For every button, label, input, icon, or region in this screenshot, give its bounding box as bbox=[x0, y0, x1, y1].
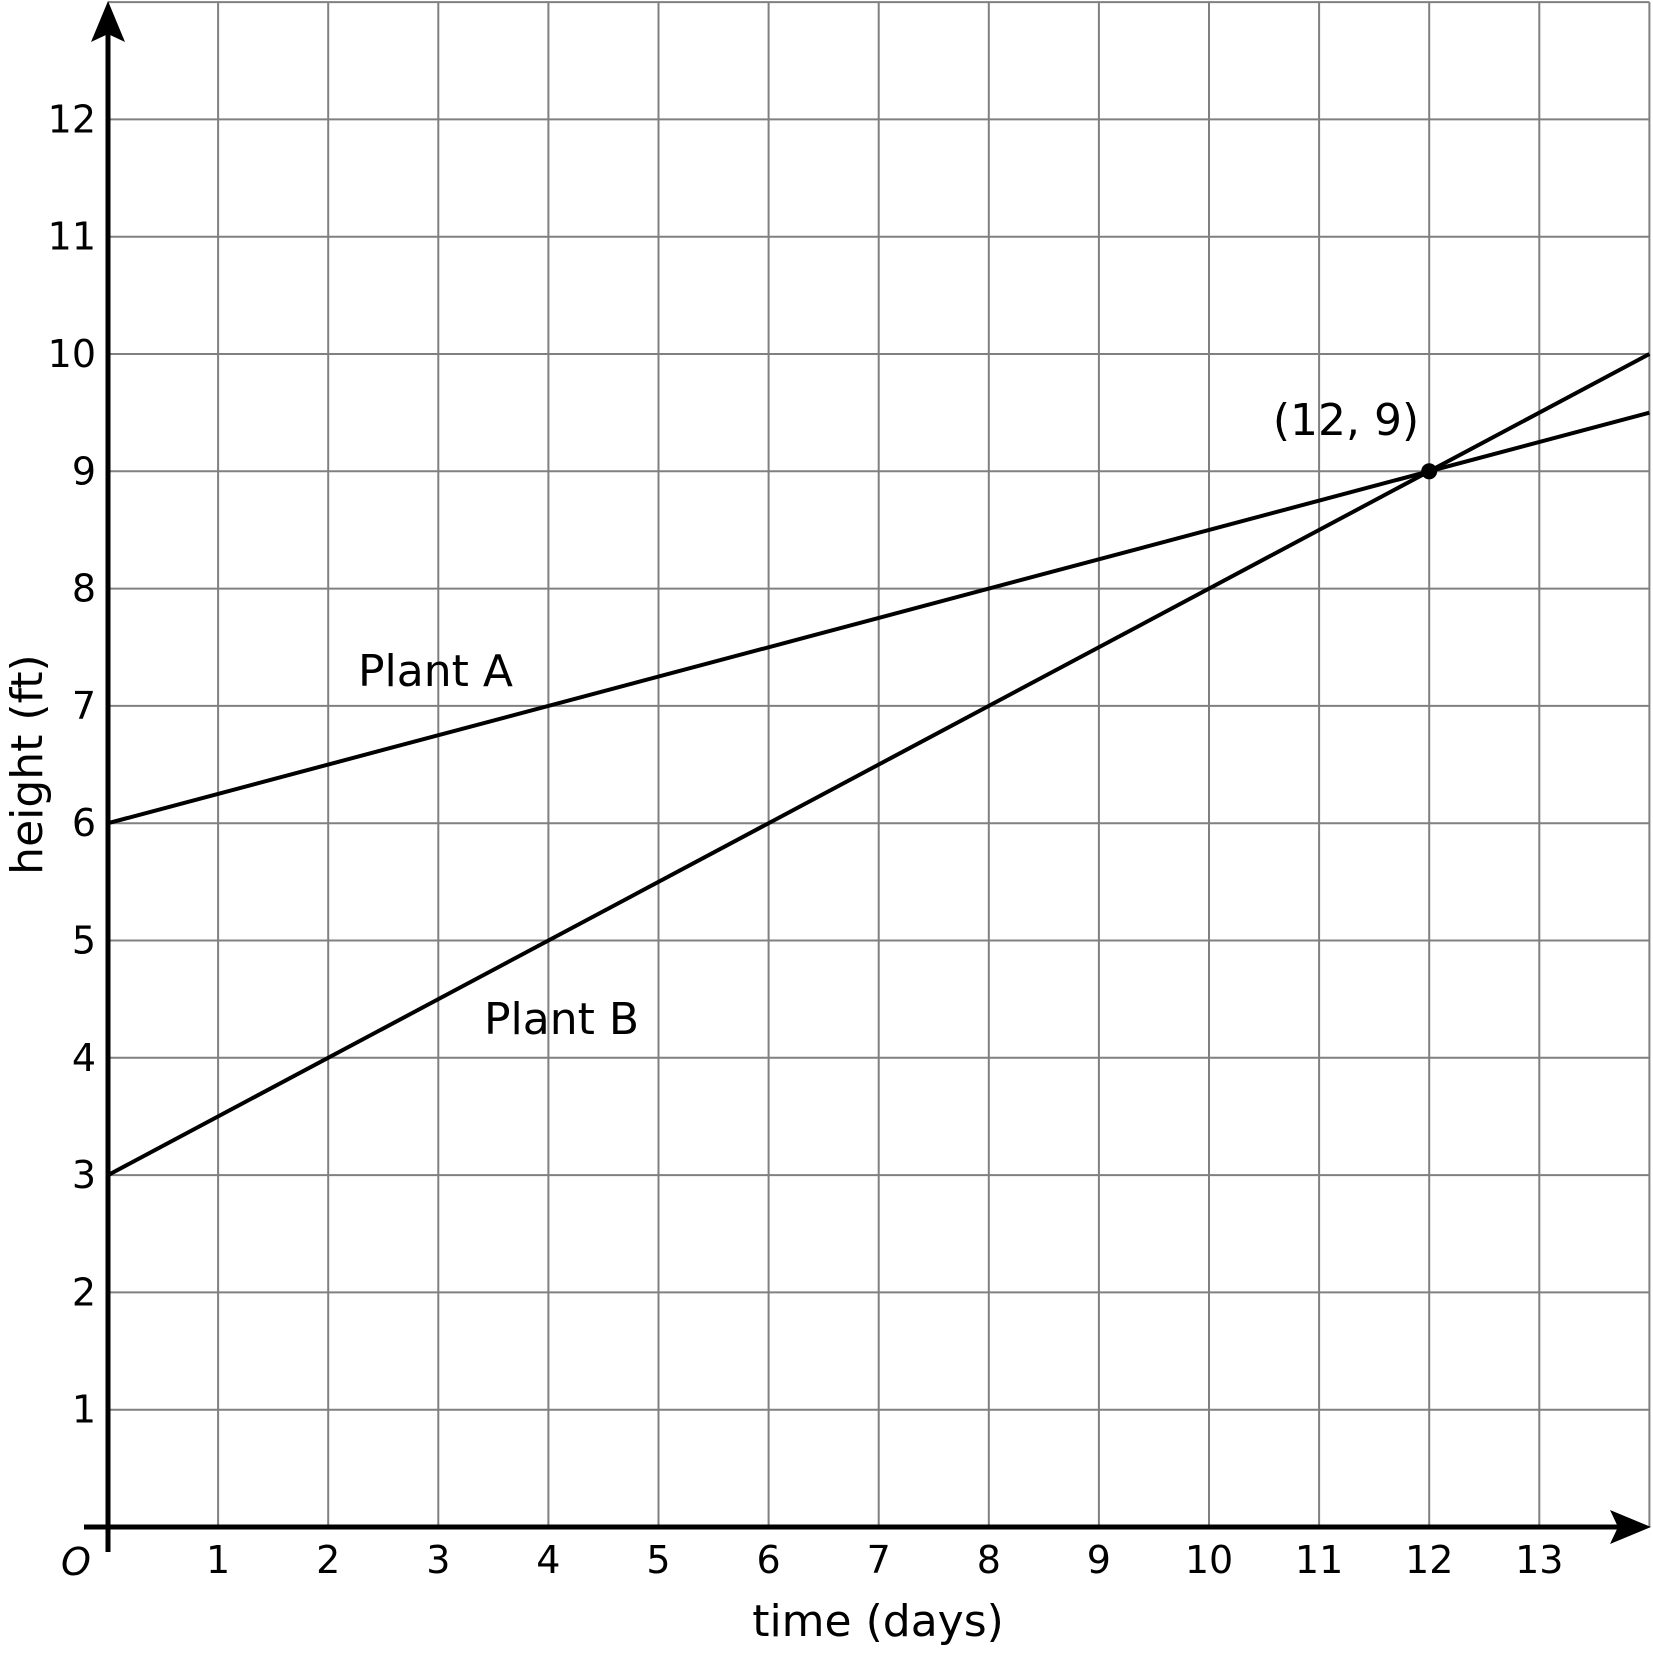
x-tick-label: 8 bbox=[977, 1538, 1001, 1582]
series-line-plant-a bbox=[107, 410, 1650, 826]
x-tick-label: 2 bbox=[316, 1538, 340, 1582]
x-tick-label: 5 bbox=[646, 1538, 670, 1582]
y-tick-label: 4 bbox=[72, 1036, 96, 1080]
y-tick-label: 9 bbox=[72, 449, 96, 493]
x-tick-label: 7 bbox=[867, 1538, 891, 1582]
x-axis-label: time (days) bbox=[752, 1596, 1004, 1647]
series-label-plant-a: Plant A bbox=[358, 646, 513, 697]
x-tick-label: 9 bbox=[1087, 1538, 1111, 1582]
y-tick-label: 6 bbox=[72, 801, 96, 845]
x-tick-label: 10 bbox=[1185, 1538, 1233, 1582]
intersection-label: (12, 9) bbox=[1273, 395, 1419, 446]
y-tick-label: 2 bbox=[72, 1270, 96, 1314]
y-tick-label: 12 bbox=[48, 97, 96, 141]
x-tick-label: 4 bbox=[536, 1538, 560, 1582]
x-tick-label: 11 bbox=[1295, 1538, 1343, 1582]
y-axis-label: height (ft) bbox=[2, 654, 53, 875]
intersection-point bbox=[1421, 463, 1438, 480]
x-tick-label: 13 bbox=[1515, 1538, 1563, 1582]
y-tick-label: 7 bbox=[72, 684, 96, 728]
series-label-plant-b: Plant B bbox=[484, 994, 639, 1045]
series-lines bbox=[107, 352, 1651, 1177]
series-line-plant-b bbox=[107, 352, 1651, 1177]
y-axis-arrow bbox=[91, 1, 125, 42]
origin-label: O bbox=[61, 1540, 91, 1584]
y-tick-label: 5 bbox=[72, 919, 96, 963]
y-tick-label: 1 bbox=[72, 1388, 96, 1432]
y-tick-label: 11 bbox=[48, 215, 96, 259]
x-axis-arrow bbox=[1610, 1510, 1651, 1544]
x-tick-label: 1 bbox=[206, 1538, 230, 1582]
x-tick-label: 6 bbox=[757, 1538, 781, 1582]
axes bbox=[84, 1, 1651, 1552]
y-tick-label: 10 bbox=[48, 332, 96, 376]
x-tick-label: 12 bbox=[1405, 1538, 1453, 1582]
y-tick-label: 8 bbox=[72, 567, 96, 611]
x-tick-label: 3 bbox=[426, 1538, 450, 1582]
y-tick-label: 3 bbox=[72, 1153, 96, 1197]
grid bbox=[108, 1, 1651, 1527]
